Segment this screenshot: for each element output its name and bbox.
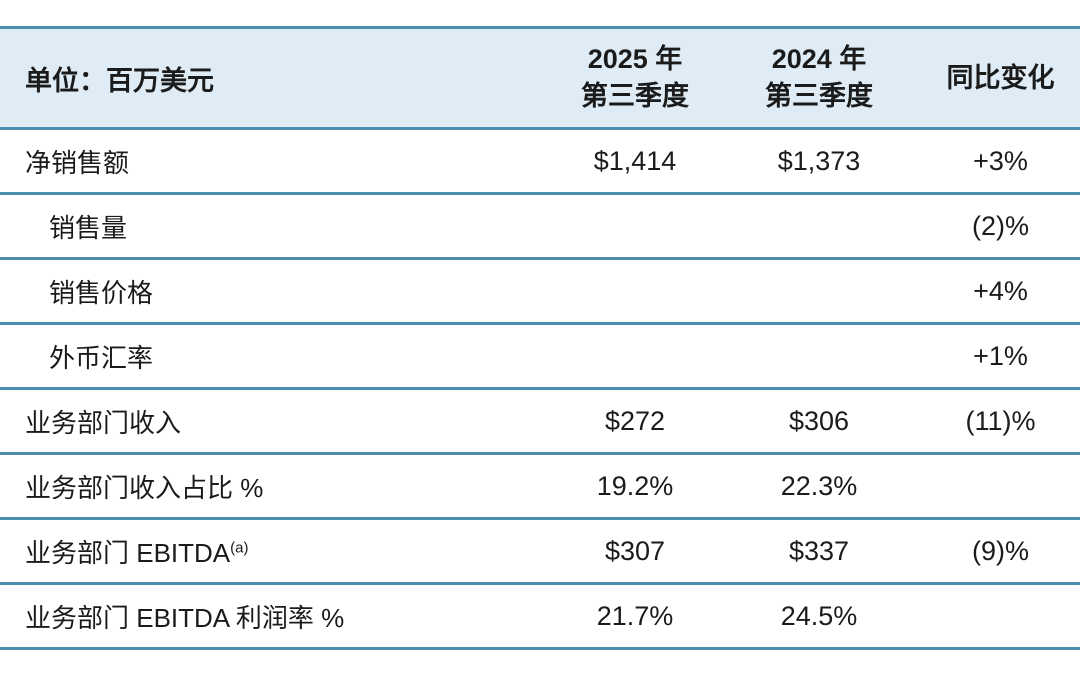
- row-label-text: 业务部门 EBITDA: [25, 537, 231, 568]
- row-label: 业务部门收入: [25, 407, 182, 438]
- row-label: 销售价格: [49, 277, 154, 308]
- table-row-segment-income-margin: 业务部门收入占比 % 19.2% 22.3%: [0, 455, 1080, 520]
- value-yoy: +1%: [973, 340, 1028, 371]
- value-yoy: (11)%: [965, 405, 1036, 436]
- value-q3-2024: $306: [788, 405, 850, 436]
- footnote-marker: (a): [230, 538, 249, 556]
- value-q3-2025: $1,414: [593, 145, 677, 176]
- row-label: 销售量: [49, 212, 128, 243]
- column-header-line1: 同比变化: [946, 62, 1055, 93]
- table-row-foreign-exchange: 外币汇率 +1%: [0, 325, 1080, 390]
- value-q3-2024: $1,373: [777, 145, 861, 176]
- value-yoy: (9)%: [971, 535, 1029, 566]
- table-row-sales-volume: 销售量 (2)%: [0, 195, 1080, 260]
- value-q3-2025: $272: [604, 405, 666, 436]
- value-q3-2024: $337: [788, 535, 850, 566]
- table-header-row: 单位：百万美元 2025 年 第三季度 2024 年 第三季度 同比变化: [0, 26, 1080, 130]
- row-label: 业务部门收入占比 %: [25, 472, 264, 503]
- column-header-line2: 第三季度: [581, 81, 689, 111]
- value-yoy: +4%: [973, 275, 1028, 306]
- table-row-segment-income: 业务部门收入 $272 $306 (11)%: [0, 390, 1080, 455]
- table-row-sales-price: 销售价格 +4%: [0, 260, 1080, 325]
- value-q3-2024: 22.3%: [780, 470, 858, 501]
- column-header-yoy-change: 同比变化: [903, 60, 1080, 97]
- row-label: 外币汇率: [49, 342, 154, 373]
- row-label: 业务部门 EBITDA 利润率 %: [25, 602, 345, 633]
- financial-results-table: 单位：百万美元 2025 年 第三季度 2024 年 第三季度 同比变化 净销售…: [0, 26, 1080, 650]
- value-yoy: (2)%: [971, 210, 1029, 241]
- value-yoy: +3%: [973, 145, 1028, 176]
- unit-label: 单位：百万美元: [25, 65, 214, 96]
- column-header-q3-2025: 2025 年 第三季度: [535, 41, 735, 115]
- table-row-segment-ebitda-margin: 业务部门 EBITDA 利润率 % 21.7% 24.5%: [0, 585, 1080, 650]
- column-header-line1: 2025 年: [587, 44, 683, 74]
- column-header-line2: 第三季度: [765, 81, 873, 111]
- table-row-segment-ebitda: 业务部门 EBITDA(a) $307 $337 (9)%: [0, 520, 1080, 585]
- value-q3-2025: $307: [604, 535, 666, 566]
- column-header-q3-2024: 2024 年 第三季度: [735, 41, 903, 115]
- row-label: 业务部门 EBITDA(a): [0, 533, 535, 570]
- value-q3-2024: 24.5%: [780, 600, 858, 631]
- value-q3-2025: 21.7%: [596, 600, 674, 631]
- column-header-line1: 2024 年: [771, 44, 867, 74]
- value-q3-2025: 19.2%: [596, 470, 674, 501]
- table-row-net-sales: 净销售额 $1,414 $1,373 +3%: [0, 130, 1080, 195]
- row-label: 净销售额: [25, 147, 130, 178]
